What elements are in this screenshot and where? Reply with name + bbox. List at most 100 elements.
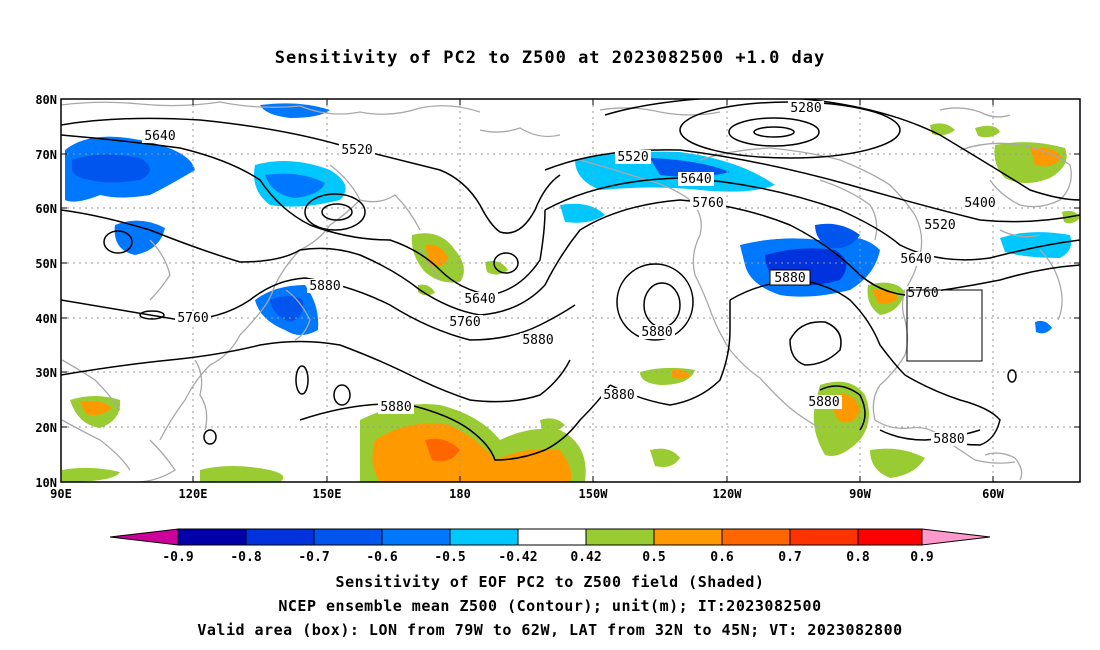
colorbar-swatch: [177, 528, 247, 546]
contour-label: 5880: [309, 279, 340, 294]
contour-5280-inner: [753, 126, 795, 138]
z500-contours: [61, 99, 1080, 461]
colorbar-swatch: [721, 528, 791, 546]
contour-label: 5880: [933, 432, 964, 447]
shade-pos-nepac: [418, 284, 435, 296]
lon-label: 120E: [179, 487, 208, 501]
colorbar-swatch: [449, 528, 519, 546]
colorbar-label: 0.7: [778, 550, 801, 565]
contour-label: 5640: [464, 292, 495, 307]
colorbar-swatch: [313, 528, 383, 546]
colorbar-label: -0.9: [162, 550, 193, 565]
contour-5880-small-a: [333, 384, 351, 406]
contour-5880-small-b: [203, 429, 217, 445]
contour-5760-low: [616, 263, 694, 341]
colorbar-swatch: [585, 528, 655, 546]
colorbar-swatch: [653, 528, 723, 546]
shade-neg-hudson: [815, 223, 860, 249]
lon-label: 180: [449, 487, 471, 501]
contour-label: 5760: [449, 315, 480, 330]
colorbar-label: -0.6: [366, 550, 397, 565]
contour-5280-mid: [728, 117, 820, 147]
contour-5520-west: [61, 117, 561, 234]
contour-5880-namerica: [729, 279, 1001, 446]
contour-label: 5520: [924, 218, 955, 233]
lon-label: 120W: [713, 487, 743, 501]
colorbar-swatch: [245, 528, 315, 546]
contour-5760-small-a: [103, 230, 133, 254]
contour-5760-bering: [493, 252, 519, 274]
contour-label: 5640: [144, 129, 175, 144]
lat-label: 50N: [35, 257, 57, 271]
contour-label: 5880: [603, 388, 634, 403]
contour-5880-mex: [819, 385, 866, 431]
contour-labels: 5280 5520 5640 5520 5640 5760 5400 5520 …: [142, 101, 998, 447]
contour-label: 5880: [380, 400, 411, 415]
shade-pos-tropic-hawaii: [540, 418, 565, 432]
longitude-labels: 90E 120E 150E 180 150W 120W 90W 60W: [50, 487, 1004, 501]
contour-5760-sib-inner: [321, 203, 353, 221]
colorbar-label: -0.42: [498, 550, 537, 565]
contour-5880-pac: [61, 340, 571, 403]
contour-label: 5280: [790, 101, 821, 116]
colorbar-swatch: [857, 528, 923, 546]
shade-neg-asia-north-core: [72, 154, 150, 183]
contour-label: 5880: [774, 271, 805, 286]
colorbar-labels: -0.9 -0.8 -0.7 -0.6 -0.5 -0.42 0.42 0.5 …: [162, 550, 933, 565]
contour-5640-west: [61, 134, 546, 296]
colorbar-label: -0.7: [298, 550, 329, 565]
lon-label: 90W: [849, 487, 871, 501]
contour-5880-small-c: [295, 365, 309, 395]
contour-label: 5640: [680, 172, 711, 187]
shade-pos-arctic-small2: [975, 125, 1000, 138]
contour-label: 5880: [808, 395, 839, 410]
map-frame: [60, 98, 1081, 483]
contour-label: 5640: [900, 252, 931, 267]
lon-label: 90E: [50, 487, 72, 501]
shade-pos-tropic-central-core: [372, 423, 572, 482]
contour-label: 5400: [964, 196, 995, 211]
lat-label: 20N: [35, 421, 57, 435]
shade-neg-siberia-core: [265, 173, 325, 198]
colorbar-swatch: [381, 528, 451, 546]
valid-area-box: [906, 289, 983, 362]
contour-label: 5880: [522, 333, 553, 348]
shade-pos-tropic-central-core2: [425, 438, 460, 462]
colorbar-label: -0.8: [230, 550, 261, 565]
colorbar-label: 0.8: [846, 550, 870, 565]
contour-5880-east: [609, 300, 731, 406]
shade-neg-kamchatka-west: [114, 220, 165, 255]
shade-pos-tropic-phil: [200, 466, 284, 482]
lat-label: 70N: [35, 148, 57, 162]
caption-line-3: Valid area (box): LON from 79W to 62W, L…: [197, 621, 903, 639]
colorbar: [109, 528, 991, 546]
shade-pos-greenland-core: [1030, 147, 1062, 167]
lat-label: 10N: [35, 476, 57, 490]
shade-pos-arctic-small: [930, 123, 955, 136]
contour-5760-main: [61, 199, 1080, 316]
colorbar-label: 0.9: [910, 550, 933, 565]
contour-label: 5520: [617, 150, 648, 165]
colorbar-label: 0.5: [642, 550, 665, 565]
shade-pos-aleutian: [485, 261, 508, 275]
contour-5760-sib: [304, 193, 366, 231]
lon-label: 150W: [579, 487, 609, 501]
shade-pos-tropic-east: [650, 448, 680, 467]
contour-label: 5760: [177, 311, 208, 326]
caption-line-1: Sensitivity of EOF PC2 to Z500 field (Sh…: [335, 573, 765, 591]
shade-neg-japan-core: [270, 296, 304, 322]
contour-5760-low-inner: [643, 282, 681, 328]
shade-neg-alaska-north: [260, 103, 330, 118]
lat-label: 30N: [35, 366, 57, 380]
contour-label: 5760: [692, 196, 723, 211]
lat-label: 40N: [35, 312, 57, 326]
axis-ticks: [61, 98, 1080, 483]
lat-label: 80N: [35, 93, 57, 107]
colorbar-swatch: [789, 528, 859, 546]
lon-label: 150E: [313, 487, 342, 501]
contour-5400: [604, 99, 1080, 201]
colorbar-label: -0.5: [434, 550, 465, 565]
graticule: [61, 99, 1080, 482]
shade-pos-tropic-ind: [62, 467, 120, 482]
